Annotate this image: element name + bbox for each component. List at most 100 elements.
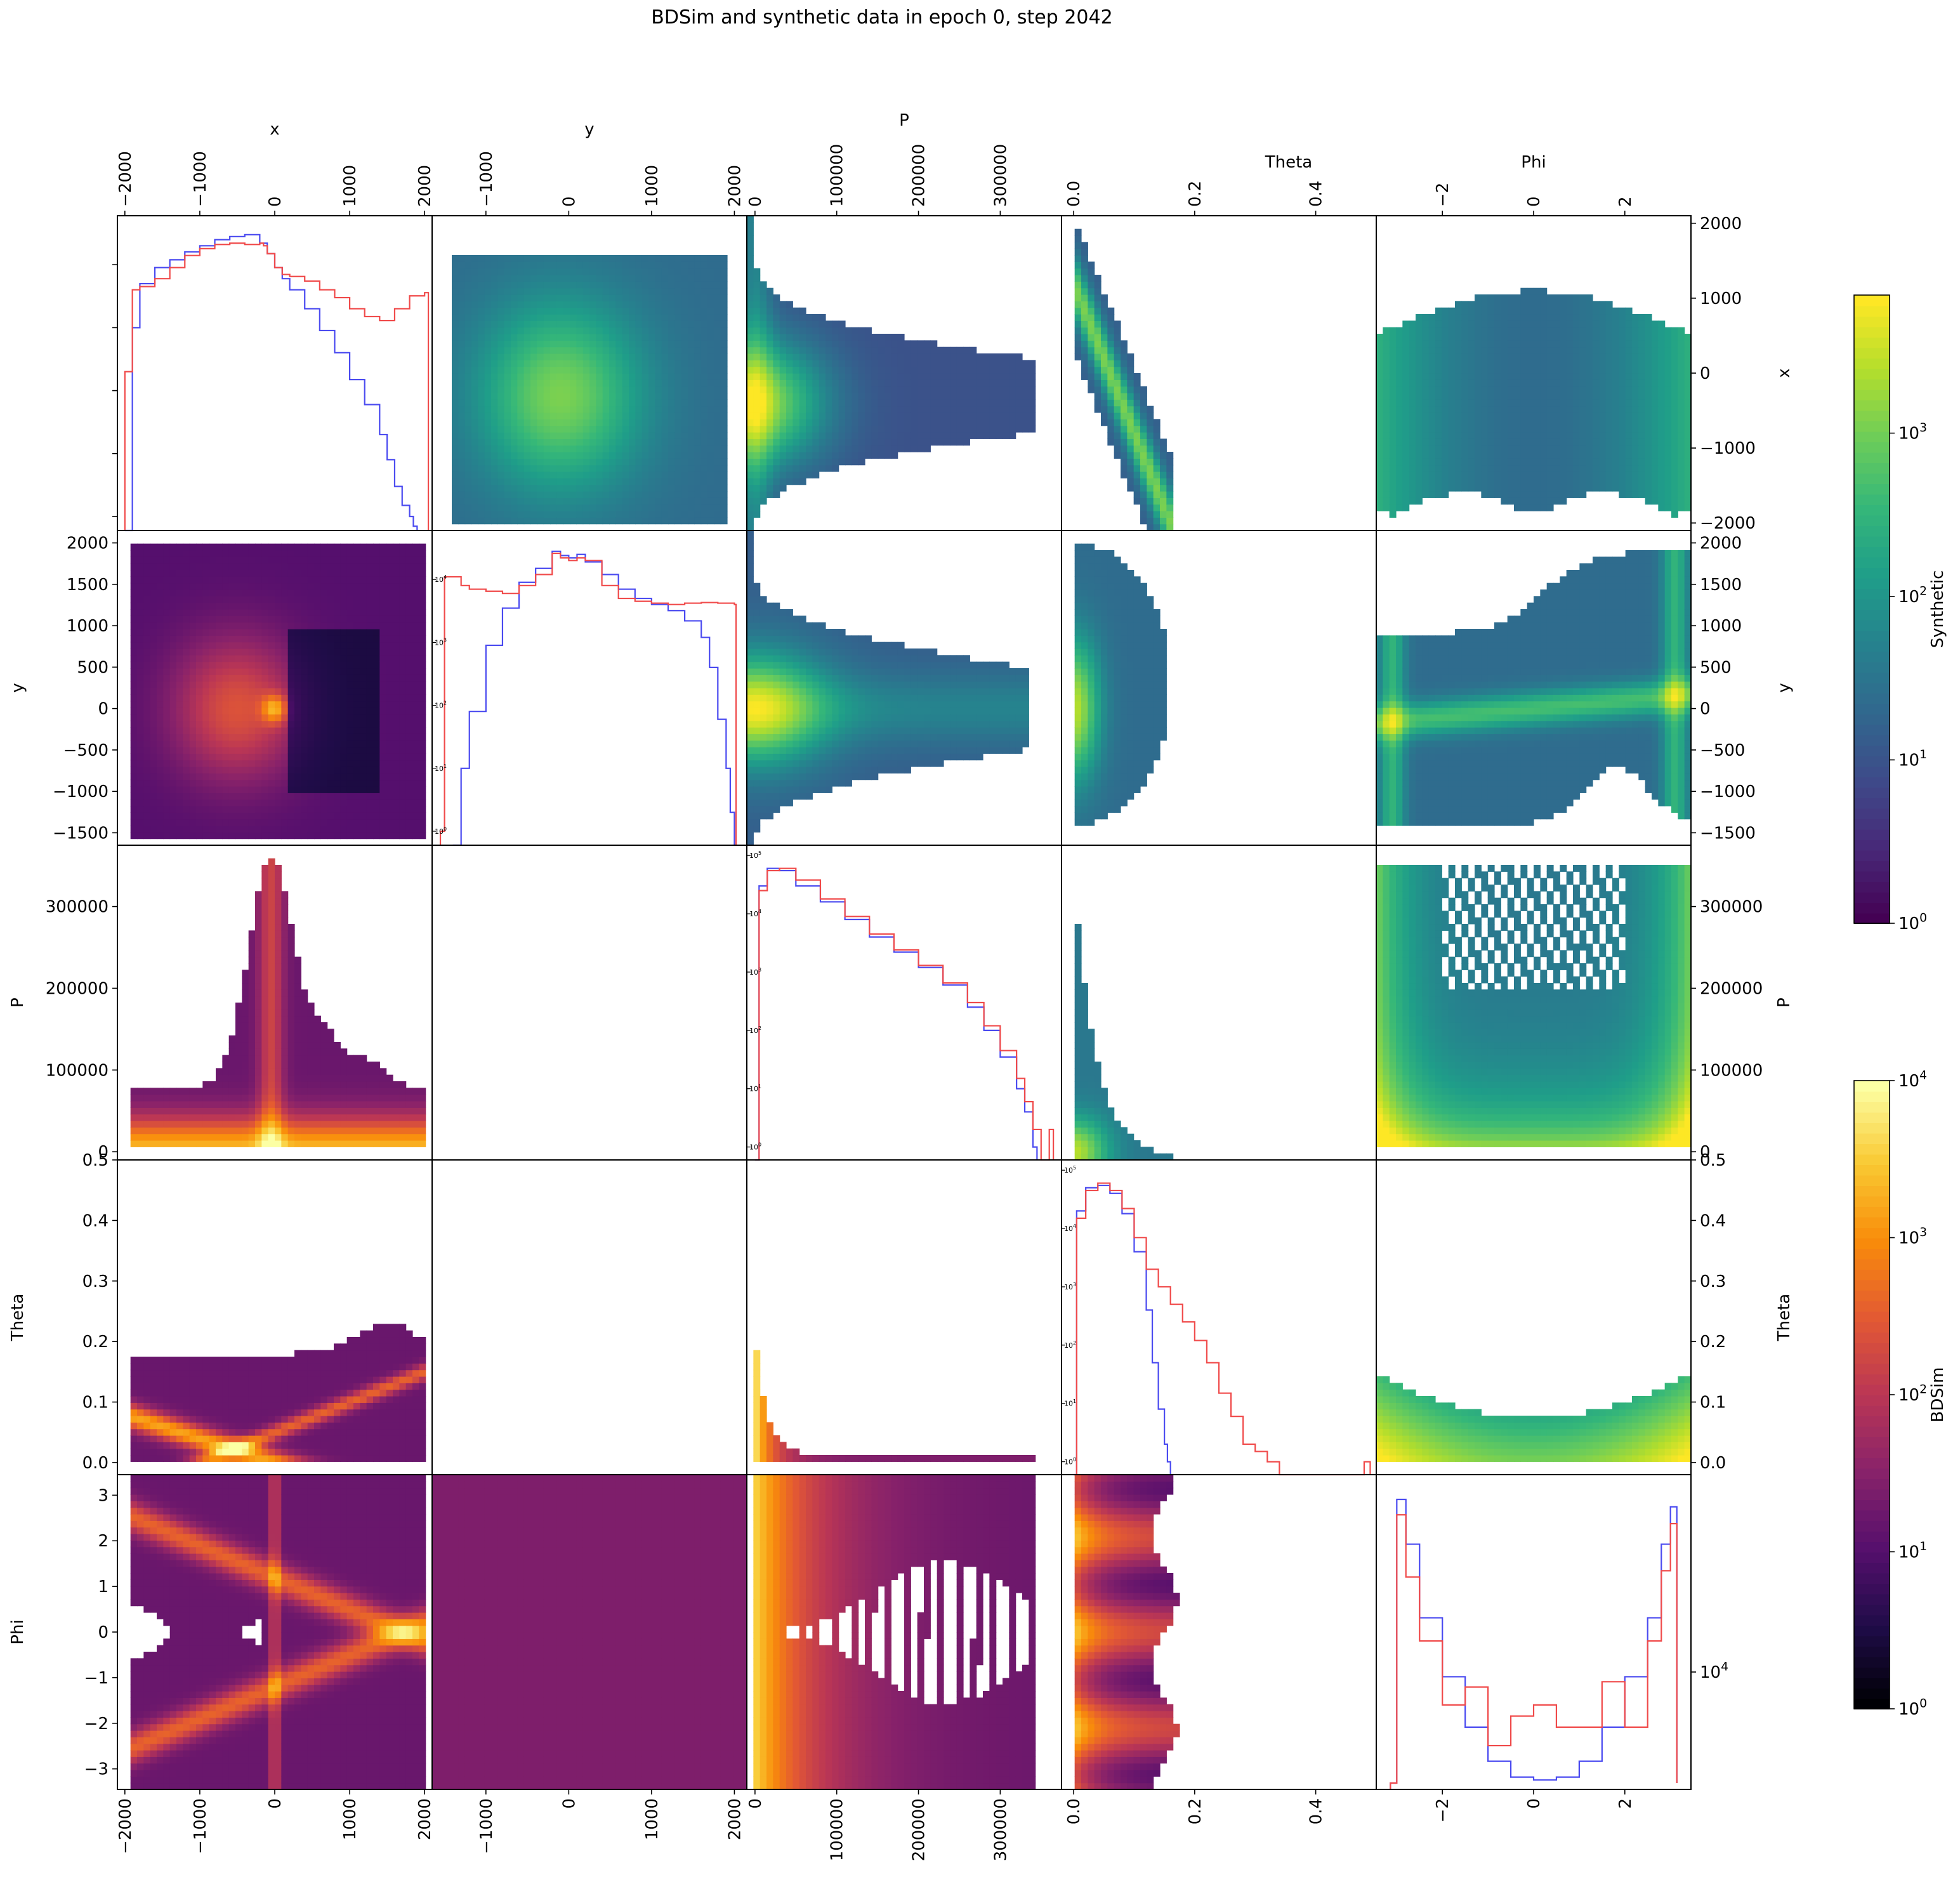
heatmap-cell xyxy=(1015,419,1023,426)
heatmap-cell xyxy=(537,268,544,275)
heatmap-cell xyxy=(491,517,498,525)
heatmap-cell xyxy=(1540,327,1548,334)
heatmap-cell xyxy=(576,504,584,511)
heatmap-cell xyxy=(1566,405,1574,413)
heatmap-cell xyxy=(1625,464,1633,472)
heatmap-cell xyxy=(209,596,216,603)
heatmap-cell xyxy=(137,616,144,623)
heatmap-cell xyxy=(1645,478,1652,485)
heatmap-cell xyxy=(1121,393,1128,400)
heatmap-cell xyxy=(183,543,190,551)
heatmap-cell xyxy=(1612,425,1619,433)
heatmap-cell xyxy=(1481,491,1489,498)
heatmap-cell xyxy=(1546,412,1554,419)
heatmap-cell xyxy=(563,504,570,511)
heatmap-cell xyxy=(452,287,459,295)
heatmap-cell xyxy=(216,734,223,741)
heatmap-cell xyxy=(582,340,590,348)
heatmap-cell xyxy=(1560,294,1567,301)
heatmap-cell xyxy=(819,340,826,348)
heatmap-cell xyxy=(602,399,610,407)
heatmap-cell xyxy=(157,799,164,806)
heatmap-cell xyxy=(1520,366,1528,374)
heatmap-cell xyxy=(1442,399,1449,407)
heatmap-cell xyxy=(819,334,826,341)
heatmap-cell xyxy=(556,294,564,301)
heatmap-cell xyxy=(570,399,577,407)
heatmap-cell xyxy=(1442,412,1449,419)
heatmap-cell xyxy=(1573,301,1580,308)
heatmap-cell xyxy=(937,373,944,380)
heatmap-cell xyxy=(222,826,230,833)
heatmap-cell xyxy=(1645,366,1652,374)
heatmap-cell xyxy=(1088,281,1095,289)
heatmap-cell xyxy=(497,432,505,439)
heatmap-cell xyxy=(130,576,138,584)
heatmap-cell xyxy=(688,432,695,439)
heatmap-cell xyxy=(209,576,216,584)
heatmap-cell xyxy=(858,432,865,439)
heatmap-cell xyxy=(747,334,754,341)
heatmap-cell xyxy=(1481,320,1489,328)
heatmap-cell xyxy=(1396,393,1403,400)
heatmap-cell xyxy=(615,268,623,275)
heatmap-cell xyxy=(707,386,714,393)
heatmap-cell xyxy=(681,419,688,426)
heatmap-cell xyxy=(143,747,151,754)
heatmap-cell xyxy=(517,478,525,485)
heatmap-cell xyxy=(747,346,754,354)
heatmap-cell xyxy=(668,478,675,485)
heatmap-cell xyxy=(1638,412,1646,419)
heatmap-cell xyxy=(688,478,695,485)
heatmap-cell xyxy=(1101,327,1108,334)
heatmap-cell xyxy=(852,405,859,413)
heatmap-cell xyxy=(1009,399,1016,407)
heatmap-cell xyxy=(478,373,485,380)
heatmap-cell xyxy=(1664,484,1672,492)
heatmap-cell xyxy=(1166,484,1174,492)
heatmap-cell xyxy=(596,314,603,321)
heatmap-cell xyxy=(563,464,570,472)
heatmap-cell xyxy=(176,635,183,643)
heatmap-cell xyxy=(556,458,564,466)
heatmap-cell xyxy=(1376,464,1383,472)
heatmap-cell xyxy=(530,268,537,275)
heatmap-cell xyxy=(760,399,767,407)
heatmap-cell xyxy=(1664,497,1672,505)
heatmap-cell xyxy=(641,445,649,452)
heatmap-cell xyxy=(878,379,885,387)
heatmap-cell xyxy=(209,675,216,682)
heatmap-cell xyxy=(1022,393,1029,400)
heatmap-cell xyxy=(629,268,636,275)
heatmap-cell xyxy=(1560,484,1567,492)
heatmap-cell xyxy=(615,307,623,315)
heatmap-cell xyxy=(484,452,492,459)
heatmap-cell xyxy=(1442,405,1449,413)
heatmap-cell xyxy=(504,504,511,511)
heatmap-cell xyxy=(911,373,918,380)
heatmap-cell xyxy=(629,399,636,407)
heatmap-cell xyxy=(1435,445,1442,452)
heatmap-cell xyxy=(779,464,787,472)
heatmap-cell xyxy=(1671,399,1678,407)
heatmap-cell xyxy=(1652,471,1659,478)
heatmap-cell xyxy=(570,458,577,466)
heatmap-cell xyxy=(622,386,629,393)
heatmap-cell xyxy=(189,812,197,820)
heatmap-cell xyxy=(143,799,151,806)
heatmap-cell xyxy=(648,301,655,308)
heatmap-cell xyxy=(766,287,773,295)
heatmap-cell xyxy=(1402,327,1410,334)
heatmap-cell xyxy=(130,609,138,616)
heatmap-cell xyxy=(1579,432,1587,439)
heatmap-cell xyxy=(163,596,171,603)
heatmap-cell xyxy=(648,464,655,472)
heatmap-cell xyxy=(1015,353,1023,360)
heatmap-cell xyxy=(641,419,649,426)
heatmap-cell xyxy=(150,701,157,708)
heatmap-cell xyxy=(1147,523,1154,531)
heatmap-cell xyxy=(871,419,879,426)
heatmap-cell xyxy=(576,452,584,459)
heatmap-cell xyxy=(832,379,839,387)
heatmap-cell xyxy=(1546,452,1554,459)
